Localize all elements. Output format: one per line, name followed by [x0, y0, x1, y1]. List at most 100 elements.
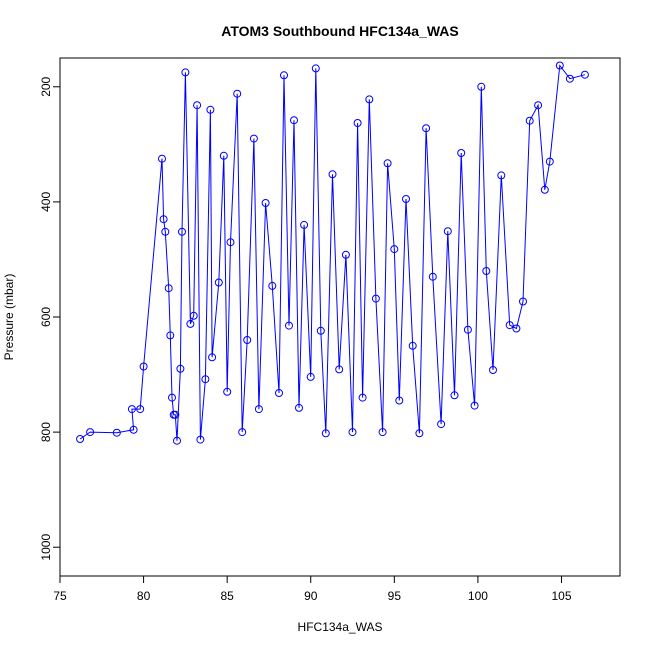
data-point [208, 353, 217, 362]
data-point [136, 405, 145, 414]
data-point [76, 435, 85, 443]
data-point [249, 134, 258, 143]
data-point [193, 101, 202, 110]
data-point [254, 405, 263, 414]
data-point [196, 435, 205, 444]
chart-title: ATOM3 Southbound HFC134a_WAS [221, 23, 459, 39]
data-point [477, 82, 486, 91]
data-point [365, 95, 374, 104]
data-point [443, 227, 452, 236]
data-point [371, 294, 380, 303]
data-point [316, 326, 325, 335]
data-point [295, 403, 303, 412]
data-point [545, 157, 554, 166]
data-point [189, 311, 198, 320]
y-tick-label: 200 [39, 76, 53, 96]
plot-area [59, 57, 621, 577]
data-point [223, 387, 232, 396]
data-point [519, 297, 527, 306]
x-tick-label: 85 [220, 589, 234, 603]
data-point [463, 325, 472, 334]
data-point [390, 245, 399, 254]
series-line [79, 64, 586, 441]
data-point [328, 170, 337, 179]
series-layer [76, 61, 589, 445]
data-point [139, 362, 148, 371]
data-point [275, 389, 283, 397]
data-point [422, 124, 431, 133]
data-point [534, 101, 543, 110]
data-point [378, 428, 387, 437]
y-tick-label: 400 [39, 192, 53, 212]
data-point [214, 278, 223, 287]
data-point [415, 429, 424, 438]
data-point [261, 199, 270, 207]
x-tick-label: 100 [468, 589, 488, 603]
data-point [450, 391, 459, 400]
data-point [243, 336, 252, 344]
data-point [268, 281, 277, 290]
data-point [505, 321, 514, 330]
data-point [181, 68, 190, 77]
data-point [176, 364, 185, 373]
data-point [112, 428, 121, 437]
data-point [161, 227, 170, 236]
data-point [348, 428, 357, 437]
data-point [300, 220, 309, 229]
x-tick-label: 90 [304, 589, 318, 603]
data-point [402, 195, 410, 203]
x-axis-label: HFC134a_WAS [298, 620, 383, 634]
data-point [489, 366, 497, 374]
data-point [497, 171, 506, 180]
y-tick-label: 600 [39, 307, 53, 327]
data-point [540, 185, 549, 194]
x-tick-label: 75 [53, 589, 67, 603]
x-tick-label: 80 [137, 589, 151, 603]
data-point [164, 284, 173, 293]
data-point [290, 116, 298, 125]
data-point [186, 319, 195, 328]
data-point [428, 272, 437, 281]
data-point [565, 74, 574, 83]
data-point [457, 149, 466, 157]
x-tick-label: 95 [388, 589, 402, 603]
data-point [206, 105, 215, 114]
data-point [395, 396, 404, 405]
data-point [173, 436, 181, 445]
data-point [178, 227, 186, 236]
x-tick-label: 105 [551, 589, 571, 603]
data-point [233, 89, 242, 98]
data-point [171, 410, 180, 419]
data-point [353, 119, 362, 127]
data-point [525, 116, 534, 125]
data-point [341, 250, 350, 259]
data-point [127, 405, 136, 414]
data-point [306, 372, 315, 381]
data-point [158, 154, 166, 163]
data-point [219, 151, 228, 160]
data-point [168, 393, 176, 402]
data-point [470, 401, 479, 410]
data-point [408, 341, 417, 350]
y-tick-label: 800 [39, 422, 53, 442]
data-point [311, 64, 320, 73]
data-point [383, 159, 392, 168]
data-point [129, 425, 138, 434]
data-point [512, 324, 521, 333]
x-axis: 75 80 85 90 95 100 105 [53, 576, 572, 603]
data-point [335, 365, 344, 374]
data-point [226, 238, 235, 247]
data-point [285, 321, 293, 330]
data-point [580, 70, 589, 79]
data-point [358, 393, 367, 402]
y-axis: 200 400 600 800 1000 [39, 76, 60, 561]
data-point [321, 429, 330, 438]
data-point [159, 215, 168, 224]
data-point [437, 420, 446, 429]
data-point [166, 331, 175, 340]
data-point [280, 71, 288, 80]
y-axis-label: Pressure (mbar) [2, 274, 16, 361]
data-point [555, 61, 564, 70]
data-point [482, 267, 491, 275]
